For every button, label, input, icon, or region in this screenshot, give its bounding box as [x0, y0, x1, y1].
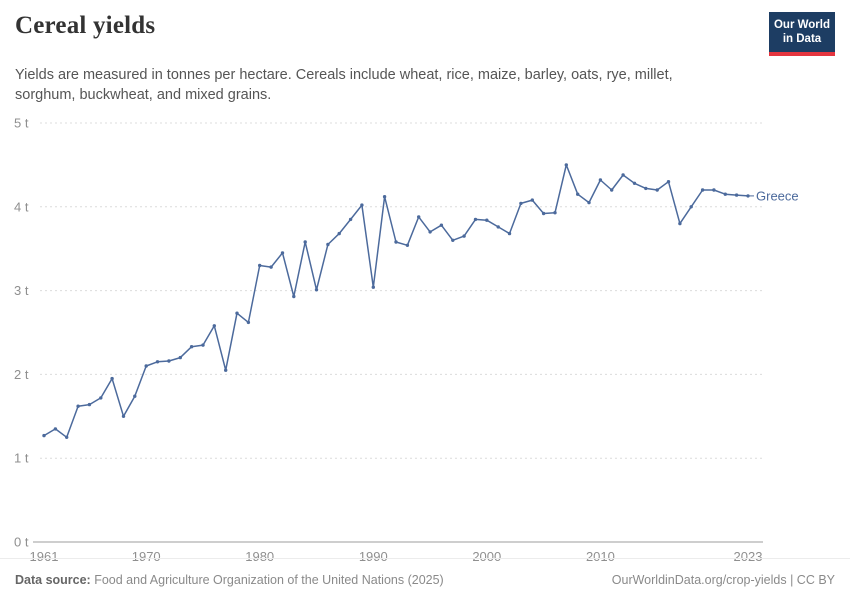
data-source-label: Data source:	[15, 572, 91, 587]
svg-text:2010: 2010	[586, 549, 615, 564]
owid-logo-accent	[769, 51, 835, 56]
svg-text:1961: 1961	[30, 549, 59, 564]
svg-text:5 t: 5 t	[14, 115, 29, 130]
chart-header: Cereal yields Our World in Data	[0, 0, 850, 56]
svg-text:1990: 1990	[359, 549, 388, 564]
line-chart-svg: 0 t 1 t 2 t 3 t 4 t 5 t 1961 1970 1980 1990 2000 20…	[14, 115, 799, 564]
owid-logo-line2: in Data	[782, 33, 822, 46]
credit-link[interactable]: OurWorldinData.org/crop-yields | CC BY	[611, 572, 835, 587]
page-title: Cereal yields	[15, 12, 156, 39]
owid-logo[interactable]: Our World in Data	[769, 12, 835, 56]
svg-text:3 t: 3 t	[14, 283, 29, 298]
svg-text:2 t: 2 t	[14, 367, 29, 382]
svg-text:1980: 1980	[245, 549, 274, 564]
data-source-text: Food and Agriculture Organization of the…	[90, 572, 444, 587]
svg-text:2023: 2023	[734, 549, 763, 564]
chart-subtitle: Yields are measured in tonnes per hectar…	[15, 66, 673, 103]
svg-text:1 t: 1 t	[14, 450, 29, 465]
data-source: Data source: Food and Agriculture Organi…	[15, 573, 444, 587]
svg-text:Greece: Greece	[756, 188, 799, 203]
svg-text:0 t: 0 t	[14, 534, 29, 549]
chart-area: 0 t 1 t 2 t 3 t 4 t 5 t 1961 1970 1980 1990 2000 20…	[0, 109, 850, 569]
chart-footer: Data source: Food and Agriculture Organi…	[0, 558, 850, 600]
owid-logo-line1: Our World	[773, 19, 830, 31]
svg-text:4 t: 4 t	[14, 199, 29, 214]
svg-text:1970: 1970	[132, 549, 161, 564]
svg-text:2000: 2000	[472, 549, 501, 564]
